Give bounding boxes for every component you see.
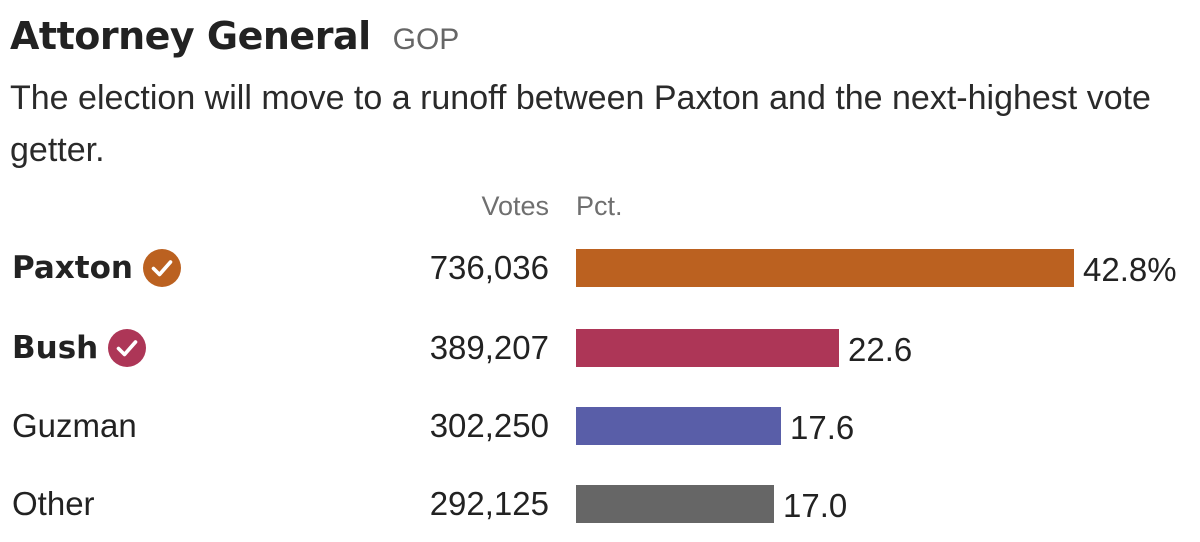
pct-bar-other (576, 485, 774, 523)
candidate-label: Paxton (12, 250, 133, 286)
vote-count: 292,125 (429, 485, 549, 522)
candidate-label: Guzman (12, 407, 137, 444)
candidate-label: Other (12, 485, 95, 522)
vote-count: 736,036 (429, 249, 549, 286)
party-label: GOP (392, 23, 460, 56)
race-title: Attorney General (10, 14, 371, 58)
race-note: The election will move to a runoff betwe… (10, 79, 1151, 169)
candidate-name-bush: Bush (12, 328, 147, 368)
candidate-name-other: Other (12, 484, 95, 524)
pct-label: 22.6 (848, 331, 913, 368)
result-row: Guzman 302,250 17.6 (0, 406, 1200, 446)
pct-bar-bush (576, 329, 839, 367)
candidate-name-guzman: Guzman (12, 406, 137, 446)
result-row: Bush 389,207 22.6 (0, 328, 1200, 368)
pct-label: 42.8% (1083, 251, 1177, 288)
pct-bar-guzman (576, 407, 781, 445)
race-header: Attorney General GOP (10, 14, 459, 68)
pct-label: 17.6 (790, 409, 855, 446)
result-row: Other 292,125 17.0 (0, 484, 1200, 524)
votes-column-header: Votes (481, 191, 549, 221)
candidate-label: Bush (12, 330, 99, 366)
pct-bar-paxton (576, 249, 1074, 287)
vote-count: 302,250 (429, 407, 549, 444)
check-circle-icon (108, 329, 147, 367)
candidate-name-paxton: Paxton (12, 248, 181, 288)
pct-column-header: Pct. (576, 191, 623, 221)
vote-count: 389,207 (429, 329, 549, 366)
pct-label: 17.0 (783, 487, 848, 524)
result-row: Paxton 736,036 42.8% (0, 248, 1200, 288)
check-circle-icon (143, 249, 181, 287)
